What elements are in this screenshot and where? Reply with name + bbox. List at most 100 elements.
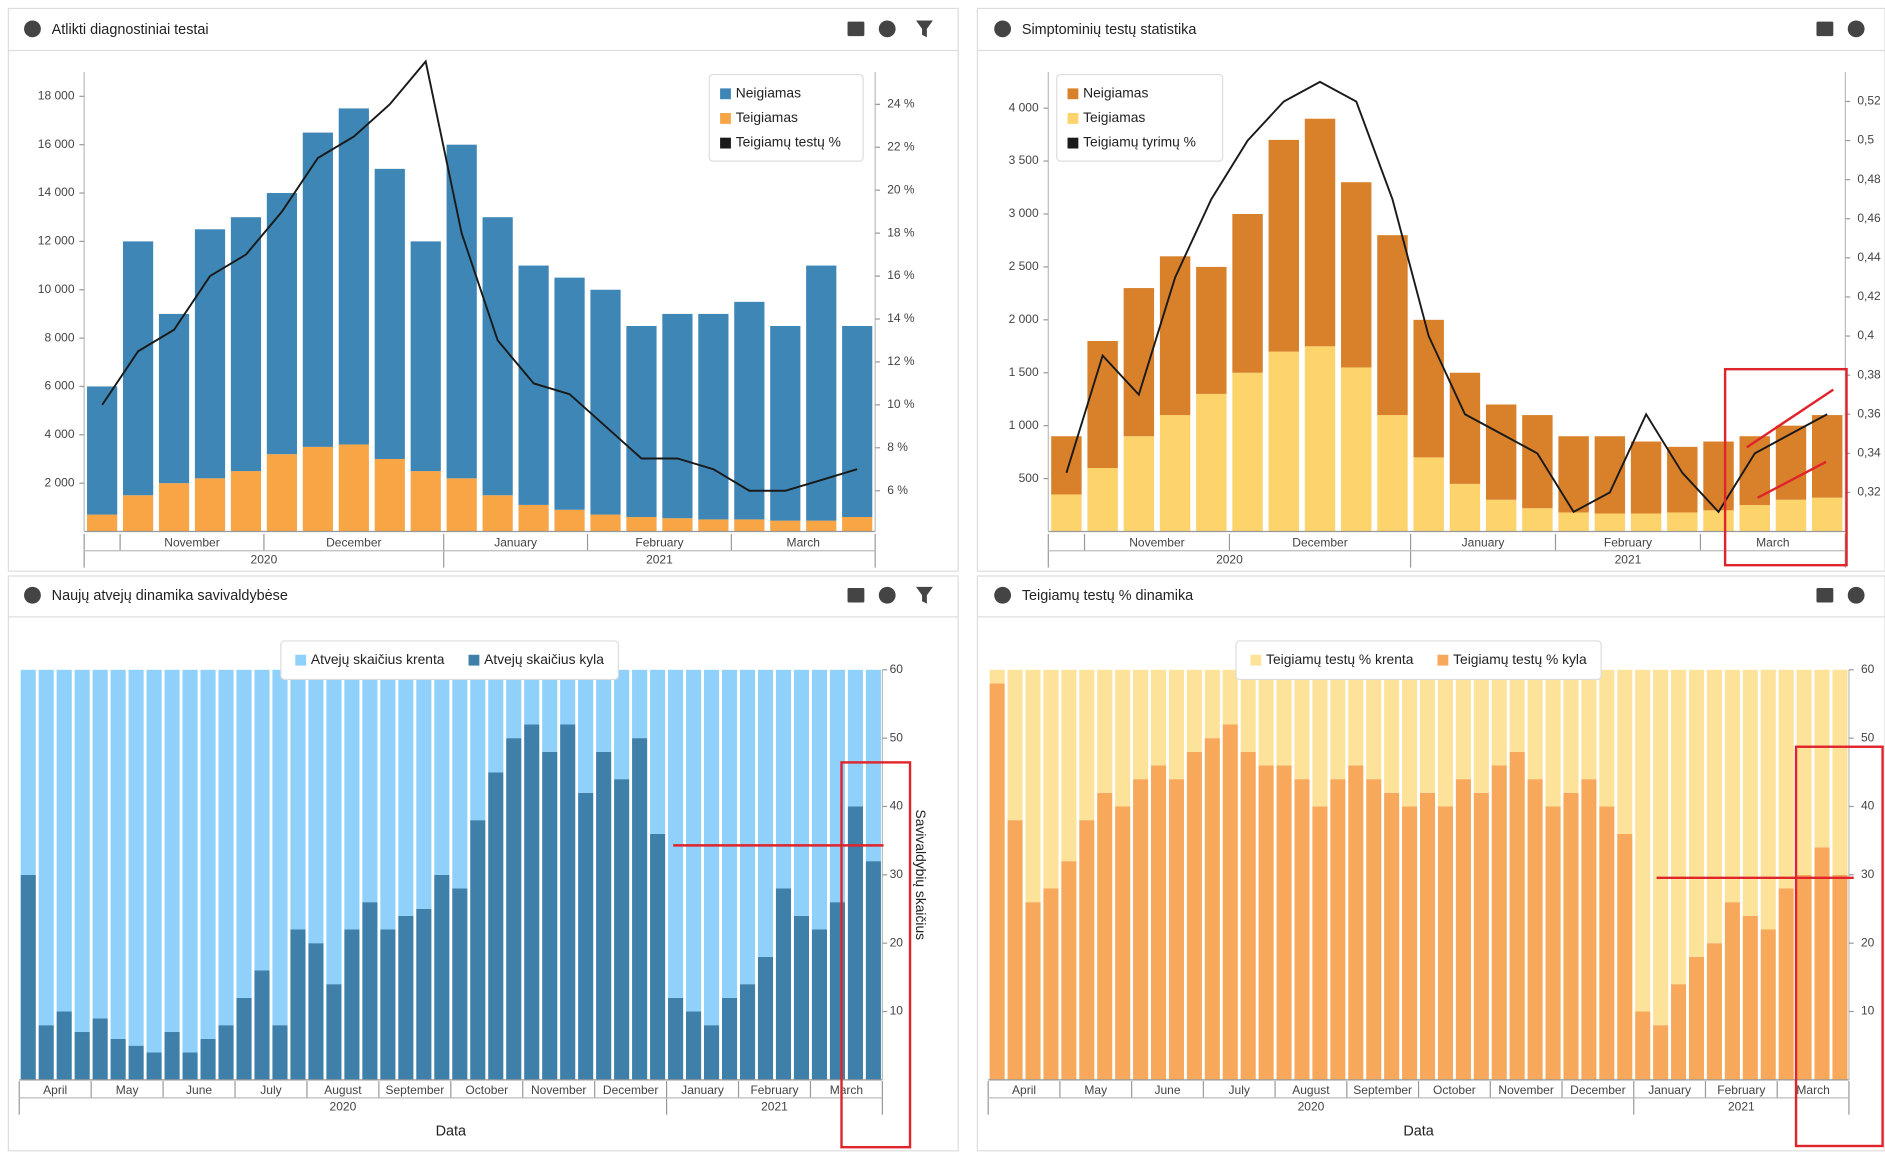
legend-swatch: [720, 113, 731, 124]
bar: [1196, 393, 1227, 532]
info-icon[interactable]: [878, 586, 896, 604]
bar: [590, 289, 621, 515]
year-label: 2020: [1216, 553, 1243, 567]
table-icon[interactable]: [1816, 588, 1834, 603]
info-person-icon[interactable]: [24, 20, 41, 38]
bar: [806, 520, 837, 532]
info-icon[interactable]: [878, 20, 896, 38]
bar: [1630, 441, 1662, 514]
legend-swatch: [295, 654, 307, 666]
y-tick-label: 40: [1861, 799, 1875, 813]
bar: [847, 806, 863, 1080]
info-icon[interactable]: [1847, 20, 1865, 38]
month-label: March: [787, 536, 820, 550]
legend-swatch: [1067, 137, 1079, 149]
bar: [338, 108, 369, 445]
bar: [308, 669, 324, 944]
bar: [416, 908, 432, 1080]
bar: [1814, 669, 1830, 848]
table-icon[interactable]: [847, 588, 865, 603]
bar: [1485, 499, 1517, 532]
y2-tick-label: 12 %: [887, 354, 915, 368]
bar: [560, 724, 576, 1080]
bar: [1366, 669, 1382, 780]
info-person-icon[interactable]: [24, 586, 41, 604]
bar: [1312, 806, 1328, 1080]
bar: [1168, 669, 1185, 780]
bar: [1294, 779, 1310, 1080]
bar: [266, 454, 298, 532]
y-axis-title: Savivaldybių skaičius: [913, 810, 929, 941]
bar: [1449, 483, 1481, 532]
y-tick-label: 2 000: [44, 475, 74, 489]
month-label: February: [635, 536, 683, 550]
bar: [1703, 441, 1734, 511]
bar: [811, 929, 828, 1080]
year-label: 2020: [330, 1100, 357, 1114]
annotation-line: [1757, 460, 1827, 499]
year-label: 2021: [1615, 553, 1642, 567]
bar: [1491, 765, 1507, 1080]
bar: [989, 669, 1005, 684]
bar: [704, 1025, 720, 1080]
bar: [524, 669, 540, 725]
bar: [128, 669, 144, 1046]
info-person-icon[interactable]: [994, 586, 1012, 604]
bar: [1240, 751, 1256, 1080]
legend: Atvejų skaičius krenta Atvejų skaičius ky…: [280, 640, 619, 681]
month-label: December: [1570, 1083, 1625, 1097]
table-icon[interactable]: [847, 21, 865, 37]
bar: [1159, 415, 1191, 532]
y2-tick-label: 0,44: [1857, 250, 1881, 264]
bar: [488, 669, 504, 773]
legend-label: Teigiamų testų %: [736, 134, 841, 150]
bar: [1151, 765, 1167, 1080]
bar: [254, 970, 270, 1080]
y2-tick-label: 22 %: [887, 139, 915, 153]
legend: Teigiamų testų % krenta Teigiamų testų % …: [1235, 640, 1602, 681]
bar: [380, 669, 396, 930]
bar: [374, 168, 405, 459]
bar: [734, 519, 765, 532]
bar: [626, 517, 657, 532]
bar: [1007, 820, 1023, 1080]
bar: [811, 669, 828, 930]
bar: [554, 509, 585, 532]
filter-icon[interactable]: [916, 20, 933, 38]
bar: [1811, 415, 1843, 498]
y-tick-label: 10: [1861, 1004, 1875, 1018]
bar: [596, 751, 612, 1080]
bar: [1491, 669, 1507, 766]
bar: [698, 519, 729, 532]
table-icon[interactable]: [1816, 21, 1834, 37]
bar: [686, 1011, 702, 1080]
bar: [218, 1025, 234, 1080]
bar: [146, 669, 162, 1053]
bar: [164, 1032, 180, 1080]
bar: [38, 1025, 54, 1080]
bar: [1061, 861, 1077, 1080]
filter-icon[interactable]: [916, 586, 933, 604]
y2-tick-label: 0,34: [1857, 445, 1881, 459]
annotation-box: [1723, 367, 1848, 567]
panel-title: Teigiamų testų % dinamika: [1022, 588, 1194, 604]
bar: [1196, 266, 1227, 394]
bar: [1667, 512, 1698, 532]
bar: [1186, 751, 1202, 1080]
bar: [1545, 806, 1561, 1080]
info-person-icon[interactable]: [994, 20, 1012, 38]
bar: [380, 929, 396, 1080]
legend-box: [708, 73, 864, 162]
bar: [1630, 513, 1662, 532]
bar: [482, 217, 513, 496]
bar: [1437, 806, 1453, 1080]
bar: [806, 265, 837, 521]
bar: [1742, 669, 1758, 916]
month-label: October: [1433, 1083, 1476, 1097]
info-icon[interactable]: [1847, 586, 1865, 604]
bar: [434, 669, 450, 875]
bar: [302, 132, 333, 447]
y-tick-label: 30: [1861, 867, 1875, 881]
bar: [775, 669, 792, 889]
